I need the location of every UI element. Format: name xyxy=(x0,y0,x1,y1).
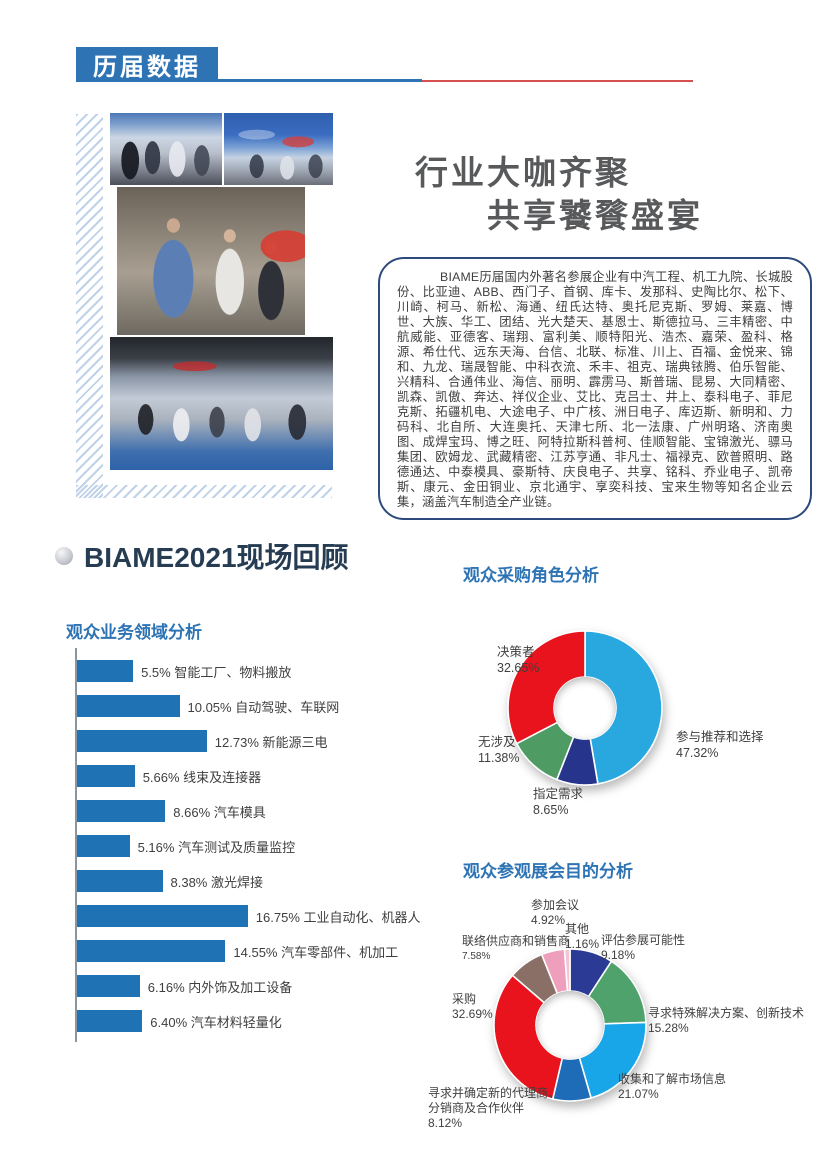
bar-segment xyxy=(77,765,135,787)
bar-row: 6.40% 汽车材料轻量化 xyxy=(77,1010,445,1032)
pie-label-text: 收集和了解市场信息 xyxy=(618,1072,727,1086)
pie1-title: 观众采购角色分析 xyxy=(463,566,599,585)
pie-label-text: 无涉及 xyxy=(478,735,516,749)
pie2-label-market-info: 收集和了解市场信息 21.07% xyxy=(618,1072,726,1102)
pie-label-text: 其他 xyxy=(565,922,590,936)
header-rule-blue xyxy=(218,79,422,82)
pie-label-text: 指定需求 xyxy=(533,787,584,801)
pie-label-pct: 32.65% xyxy=(497,661,540,675)
pie-label-pct: 8.12% xyxy=(428,1116,463,1130)
pie-label-text: 联络供应商和销售商 xyxy=(462,934,571,948)
pie-label-pct: 47.32% xyxy=(676,746,719,760)
bar-row: 5.66% 线束及连接器 xyxy=(77,765,445,787)
bar-segment xyxy=(77,975,140,997)
pie-label-pct: 11.38% xyxy=(478,751,520,765)
donut-hole xyxy=(536,991,604,1059)
bar-row: 8.66% 汽车模具 xyxy=(77,800,445,822)
pie1-label-specify-demand: 指定需求 8.65% xyxy=(533,786,583,818)
pie2-label-procurement: 采购 32.69% xyxy=(452,992,493,1022)
photo-exhibition-hall xyxy=(224,113,333,185)
page-title: 历届数据 xyxy=(93,54,201,81)
hero-heading-line2: 共享饕餮盛宴 xyxy=(487,197,703,234)
bar-value-label: 6.16% 内外饰及加工设备 xyxy=(147,979,293,995)
pie1-label-decision-maker: 决策者 32.65% xyxy=(497,644,539,676)
pie2-label-special-solutions: 寻求特殊解决方案、创新技术 15.28% xyxy=(648,1006,804,1036)
pie-label-text: 寻求特殊解决方案、创新技术 xyxy=(648,1006,805,1020)
hatch-decoration-bottom xyxy=(76,485,332,498)
hatch-decoration-left xyxy=(76,114,103,498)
pie-label-pct: 4.92% xyxy=(531,913,566,927)
pie-label-text: 采购 xyxy=(452,992,477,1006)
pie1-label-recommend-select: 参与推荐和选择 47.32% xyxy=(676,729,764,761)
pie1-donut-chart xyxy=(507,630,663,786)
exhibitors-paragraph: BIAME历届国内外著名参展企业有中汽工程、机工九院、长城股份、比亚迪、ABB、… xyxy=(397,270,793,509)
pie2-donut-chart xyxy=(493,948,647,1102)
bar-value-label: 12.73% 新能源三电 xyxy=(214,734,328,750)
header-rule-red xyxy=(422,80,693,82)
photo-hall-crowd xyxy=(110,337,333,470)
bar-chart-title: 观众业务领域分析 xyxy=(66,623,202,642)
bar-row: 14.55% 汽车零部件、机加工 xyxy=(77,940,445,962)
pie-label-text: 参加会议 xyxy=(531,898,580,912)
bar-value-label: 6.40% 汽车材料轻量化 xyxy=(150,1014,282,1030)
bar-segment xyxy=(77,940,226,962)
page-title-box: 历届数据 xyxy=(76,47,218,82)
bar-segment xyxy=(77,870,163,892)
pie-label-text: 分销商及合作伙伴 xyxy=(428,1101,525,1115)
pie2-label-contact-suppliers: 联络供应商和销售商 7.58% xyxy=(462,934,570,964)
bar-row: 5.16% 汽车测试及质量监控 xyxy=(77,835,445,857)
bar-row: 5.5% 智能工厂、物料搬放 xyxy=(77,660,445,682)
pie2-title: 观众参观展会目的分析 xyxy=(463,862,633,881)
pie-label-pct: 32.69% xyxy=(452,1007,493,1021)
pie2-label-new-agents: 寻求并确定新的代理商、 分销商及合作伙伴 8.12% xyxy=(428,1086,560,1131)
bar-segment xyxy=(77,660,134,682)
bar-value-label: 5.16% 汽车测试及质量监控 xyxy=(137,839,296,855)
photo-booth-crowd xyxy=(110,113,222,185)
exhibitors-intro-box: BIAME历届国内外著名参展企业有中汽工程、机工九院、长城股份、比亚迪、ABB、… xyxy=(378,257,812,520)
bar-segment xyxy=(77,800,166,822)
pie-label-text: 决策者 xyxy=(497,645,535,659)
pie-label-pct: 8.65% xyxy=(533,803,569,817)
bar-value-label: 8.66% 汽车模具 xyxy=(173,804,266,820)
bar-segment xyxy=(77,835,130,857)
bar-segment xyxy=(77,730,207,752)
pie-label-pct: 9.18% xyxy=(601,948,636,962)
section-bullet-icon xyxy=(55,547,73,565)
pie-label-text: 寻求并确定新的代理商、 xyxy=(428,1086,561,1100)
bar-value-label: 14.55% 汽车零部件、机加工 xyxy=(233,944,399,960)
bar-value-label: 8.38% 激光焊接 xyxy=(170,874,263,890)
photo-visitors-talking xyxy=(117,187,305,335)
section-title: BIAME2021现场回顾 xyxy=(84,542,349,573)
hero-heading-line1: 行业大咖齐聚 xyxy=(415,154,631,191)
bar-segment xyxy=(77,905,248,927)
bar-chart: 5.5% 智能工厂、物料搬放 10.05% 自动驾驶、车联网 12.73% 新能源三… xyxy=(75,648,445,1042)
pie-label-text: 评估参展可能性 xyxy=(601,933,686,947)
pie2-label-other: 其他 1.16% xyxy=(565,922,599,952)
pie-label-pct: 7.58% xyxy=(462,951,491,962)
pie2-label-attend-meeting: 参加会议 4.92% xyxy=(531,898,579,928)
bar-row: 16.75% 工业自动化、机器人 xyxy=(77,905,445,927)
pie-label-pct: 1.16% xyxy=(565,937,600,951)
bar-segment xyxy=(77,695,180,717)
bar-value-label: 10.05% 自动驾驶、车联网 xyxy=(187,699,340,715)
donut-hole xyxy=(554,677,616,739)
pie-label-text: 参与推荐和选择 xyxy=(676,730,764,744)
bar-value-label: 5.5% 智能工厂、物料搬放 xyxy=(141,664,292,680)
bar-row: 6.16% 内外饰及加工设备 xyxy=(77,975,445,997)
pie1-label-not-involved: 无涉及 11.38% xyxy=(478,734,519,766)
pie2-label-evaluate-exhibiting: 评估参展可能性 9.18% xyxy=(601,933,685,963)
bar-row: 8.38% 激光焊接 xyxy=(77,870,445,892)
bar-value-label: 16.75% 工业自动化、机器人 xyxy=(255,909,421,925)
bar-segment xyxy=(77,1010,143,1032)
bar-row: 12.73% 新能源三电 xyxy=(77,730,445,752)
bar-value-label: 5.66% 线束及连接器 xyxy=(142,769,262,785)
pie-label-pct: 15.28% xyxy=(648,1021,689,1035)
bar-row: 10.05% 自动驾驶、车联网 xyxy=(77,695,445,717)
pie-label-pct: 21.07% xyxy=(618,1087,659,1101)
